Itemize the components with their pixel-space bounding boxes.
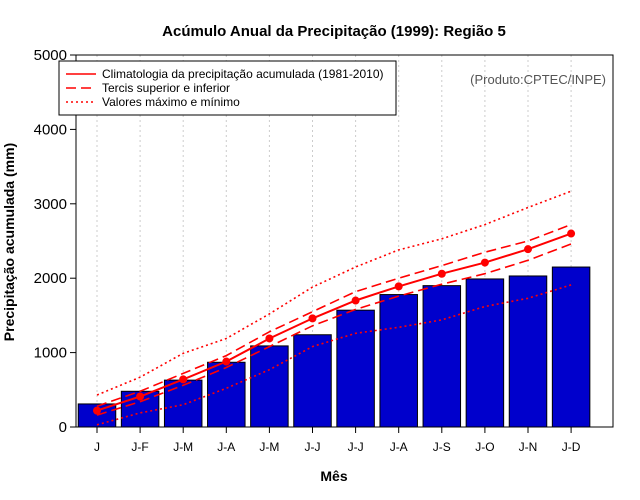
x-axis-label: Mês [320,468,347,484]
legend-label-extremes: Valores máximo e mínimo [102,95,240,109]
chart-title: Acúmulo Anual da Precipitação (1999): Re… [162,23,506,40]
climatology-point-3 [222,357,231,366]
x-tick-label: J-F [131,440,148,454]
x-tick-label: J-D [562,440,581,454]
climatology-point-1 [136,392,145,401]
bar-10 [508,275,548,428]
climatology-point-4 [265,334,274,343]
climatology-points [93,229,576,415]
x-tick-label: J-J [305,440,321,454]
climatology-point-9 [480,258,489,267]
x-tick-label: J-M [173,440,193,454]
climatology-point-11 [567,229,576,238]
series-line-dotted-3 [96,190,572,396]
series-line-solid-0 [96,232,572,412]
legend-box [58,60,397,116]
y-tick-label: 1000 [34,345,67,362]
climatology-point-8 [437,269,446,278]
x-tick-label: J [94,440,100,454]
series-lines [96,190,572,426]
x-axis: J J-F J-M J-A J-M J-J J-J J-A J-S J-O J-N J-D [94,427,581,454]
credit-text: (Produto:CPTEC/INPE) [470,72,606,87]
x-tick-label: J-A [390,440,408,454]
y-axis-label: Precipitação acumulada (mm) [1,143,17,341]
series-line-dashed-2 [96,243,572,416]
bar-11 [551,266,591,428]
y-tick-label: 2000 [34,270,67,287]
climatology-point-2 [179,375,188,384]
legend-label-terciles: Tercis superior e inferior [102,81,230,95]
legend-label-climatology: Climatologia da precipitação acumulada (… [102,67,384,81]
x-tick-label: J-S [433,440,451,454]
bar-3 [207,361,246,428]
x-tick-label: J-O [475,440,494,454]
x-tick-label: J-M [259,440,279,454]
y-tick-label: 0 [59,419,67,436]
bar-5 [293,334,332,428]
bar-9 [465,278,505,428]
y-tick-label: 4000 [34,121,67,138]
series-line-dashed-1 [96,223,572,407]
x-tick-label: J-J [348,440,364,454]
bar-6 [336,309,375,428]
x-tick-label: J-A [217,440,235,454]
bars [77,266,591,428]
bar-4 [250,345,289,428]
bar-7 [379,294,418,428]
climatology-point-6 [351,296,360,305]
climatology-point-7 [394,282,403,291]
climatology-point-10 [524,245,532,254]
bar-2 [163,379,203,428]
y-axis: 0 1000 2000 3000 4000 5000 [34,47,76,436]
legend: Climatologia da precipitação acumulada (… [58,60,397,116]
y-tick-label: 5000 [34,47,67,64]
x-tick-label: J-N [519,440,538,454]
climatology-point-0 [93,406,101,415]
series-line-dotted-4 [96,284,572,426]
climatology-point-5 [308,314,317,323]
plot-frame [75,54,614,428]
bar-8 [422,285,462,428]
y-tick-label: 3000 [34,196,67,213]
